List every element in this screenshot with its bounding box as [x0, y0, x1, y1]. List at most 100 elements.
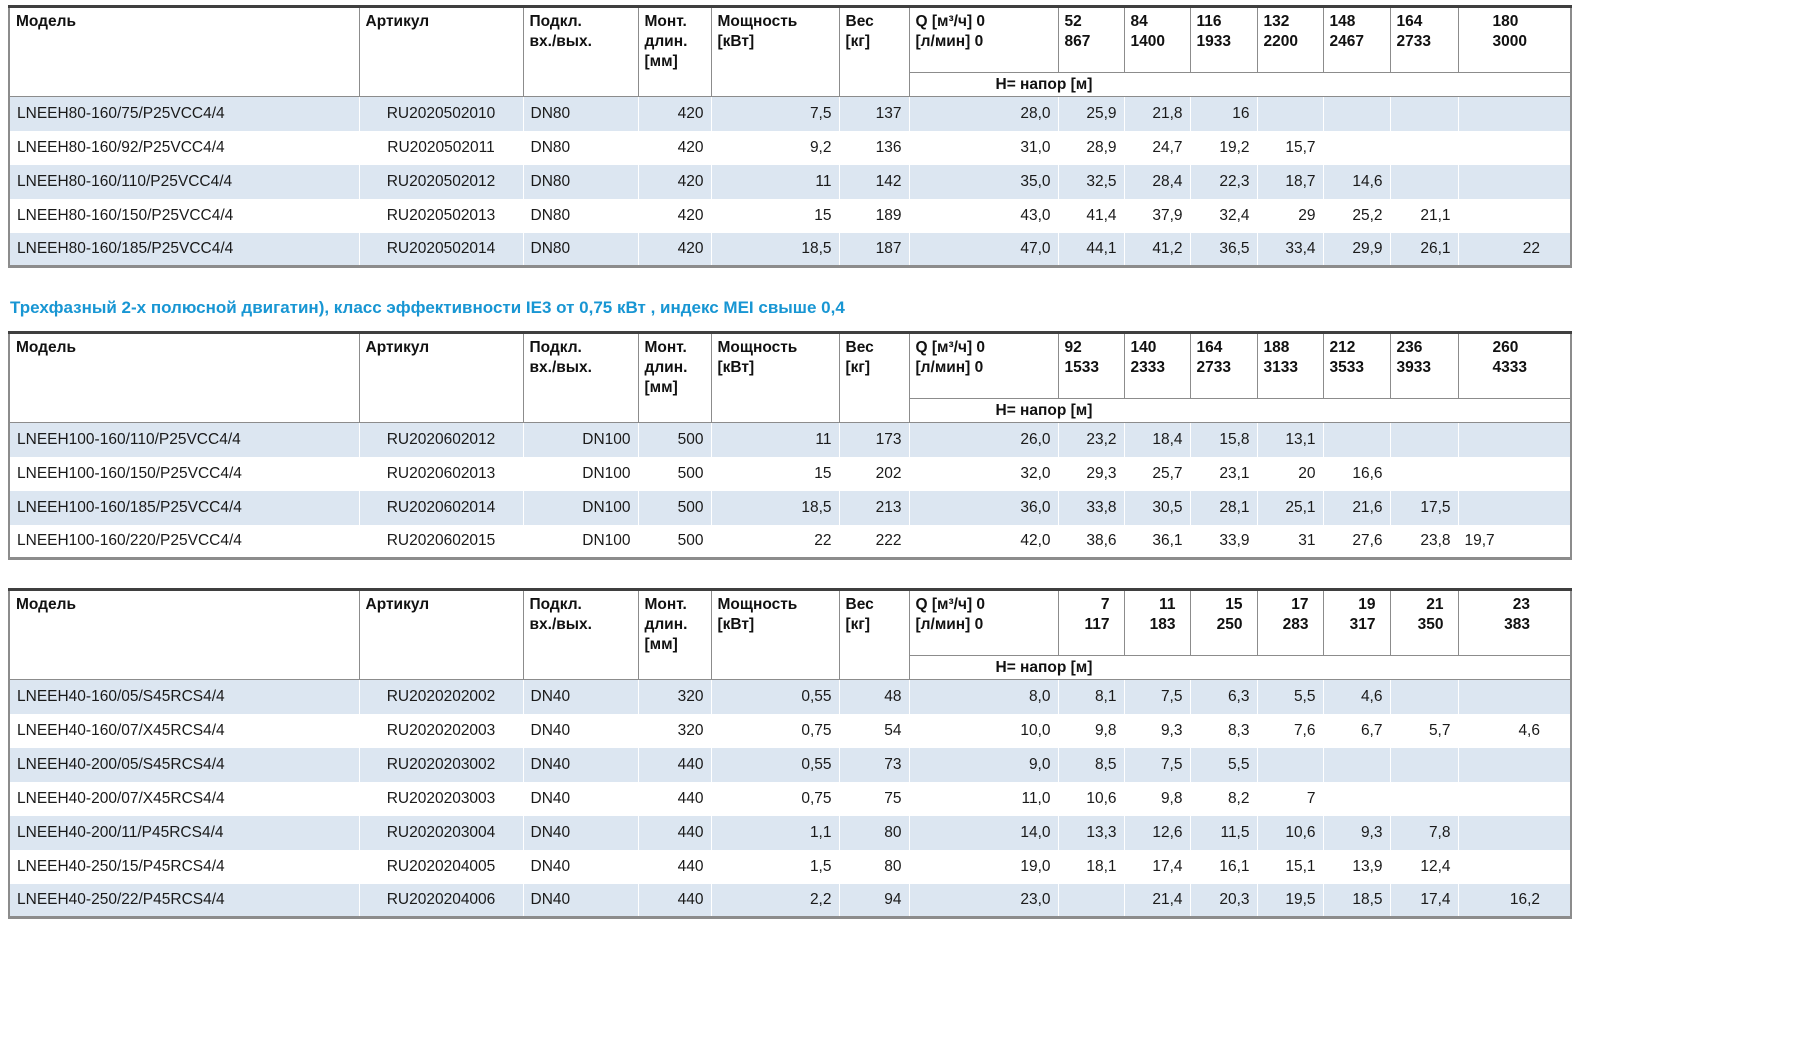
cell-flow-2: 9,3 [1123, 713, 1191, 748]
cell-q0: 28,0 [908, 96, 1059, 131]
cell-model: LNEEH100-160/110/P25VCC4/4 [8, 422, 360, 457]
table-row: LNEEH100-160/220/P25VCC4/4 RU2020602015 DN… [8, 524, 1572, 559]
col-header-flow-7: 180 3000 [1457, 6, 1572, 73]
cell-flow-1: 29,3 [1057, 456, 1125, 491]
cell-flow-2: 17,4 [1123, 849, 1191, 884]
table-row: LNEEH100-160/185/P25VCC4/4 RU2020602014 DN… [8, 490, 1572, 525]
cell-flow-4: 25,1 [1256, 490, 1324, 525]
cell-flow-5: 6,7 [1322, 713, 1391, 748]
cell-power: 2,2 [710, 883, 840, 918]
cell-flow-4: 31 [1256, 524, 1324, 559]
col-header-flow-2: 140 2333 [1123, 332, 1191, 399]
cell-flow-7: 16,2 [1457, 883, 1572, 918]
cell-q0: 26,0 [908, 422, 1059, 457]
cell-power: 9,2 [710, 130, 840, 165]
cell-article: RU2020602014 [358, 490, 524, 525]
cell-article: RU2020602013 [358, 456, 524, 491]
cell-flow-6: 17,4 [1389, 883, 1459, 918]
cell-mount-length: 420 [637, 198, 712, 233]
table-row: LNEEH100-160/150/P25VCC4/4 RU2020602013 DN… [8, 456, 1572, 491]
cell-flow-6: 5,7 [1389, 713, 1459, 748]
col-header-flow-1: 92 1533 [1057, 332, 1125, 399]
cell-flow-2: 24,7 [1123, 130, 1191, 165]
cell-power: 0,75 [710, 781, 840, 816]
col-header-model: Модель [8, 589, 360, 680]
cell-model: LNEEH80-160/75/P25VCC4/4 [8, 96, 360, 131]
cell-model: LNEEH40-200/07/X45RCS4/4 [8, 781, 360, 816]
cell-connection: DN100 [522, 456, 639, 491]
col-header-flow-3: 164 2733 [1189, 332, 1258, 399]
cell-mount-length: 500 [637, 422, 712, 457]
col-header-flow-1: 7 117 [1057, 589, 1125, 656]
cell-model: LNEEH80-160/92/P25VCC4/4 [8, 130, 360, 165]
col-header-flow-6: 236 3933 [1389, 332, 1459, 399]
head-row-label: Н= напор [м] [908, 655, 1572, 680]
cell-flow-1: 38,6 [1057, 524, 1125, 559]
cell-flow-6 [1389, 130, 1459, 165]
cell-mount-length: 500 [637, 524, 712, 559]
cell-article: RU2020203002 [358, 747, 524, 782]
cell-flow-1: 28,9 [1057, 130, 1125, 165]
cell-q0: 47,0 [908, 232, 1059, 267]
cell-flow-3: 8,3 [1189, 713, 1258, 748]
cell-flow-6 [1389, 747, 1459, 782]
cell-q0: 19,0 [908, 849, 1059, 884]
col-header-flow-4: 132 2200 [1256, 6, 1324, 73]
col-header-flow-rate: Q [м³/ч] 0 [л/мин] 0 [908, 332, 1059, 399]
cell-mount-length: 420 [637, 130, 712, 165]
cell-article: RU2020204006 [358, 883, 524, 918]
table-row: LNEEH40-250/15/P45RCS4/4 RU2020204005 DN40… [8, 849, 1572, 884]
table-section-lneeh40: Модель Артикул Подкл. вх./вых. Монт. длин. … [8, 588, 1793, 919]
cell-mount-length: 500 [637, 490, 712, 525]
table-row: LNEEH40-200/05/S45RCS4/4 RU2020203002 DN40… [8, 747, 1572, 782]
cell-power: 0,55 [710, 679, 840, 714]
cell-connection: DN40 [522, 679, 639, 714]
cell-flow-6 [1389, 96, 1459, 131]
col-header-weight: Вес [кг] [838, 589, 910, 680]
col-header-flow-rate: Q [м³/ч] 0 [л/мин] 0 [908, 6, 1059, 73]
cell-flow-5: 14,6 [1322, 164, 1391, 199]
cell-connection: DN80 [522, 130, 639, 165]
cell-flow-3: 11,5 [1189, 815, 1258, 850]
cell-flow-1: 13,3 [1057, 815, 1125, 850]
cell-flow-6 [1389, 456, 1459, 491]
cell-connection: DN80 [522, 164, 639, 199]
table-row: LNEEH80-160/92/P25VCC4/4 RU2020502011 DN80… [8, 130, 1572, 165]
cell-weight: 213 [838, 490, 910, 525]
cell-flow-2: 28,4 [1123, 164, 1191, 199]
cell-connection: DN80 [522, 232, 639, 267]
cell-mount-length: 440 [637, 849, 712, 884]
cell-flow-6 [1389, 679, 1459, 714]
cell-flow-2: 37,9 [1123, 198, 1191, 233]
cell-mount-length: 440 [637, 747, 712, 782]
cell-flow-2: 12,6 [1123, 815, 1191, 850]
cell-flow-4: 18,7 [1256, 164, 1324, 199]
cell-flow-3: 15,8 [1189, 422, 1258, 457]
cell-flow-7 [1457, 96, 1572, 131]
cell-flow-3: 16,1 [1189, 849, 1258, 884]
cell-mount-length: 420 [637, 164, 712, 199]
col-header-flow-6: 164 2733 [1389, 6, 1459, 73]
cell-flow-7 [1457, 164, 1572, 199]
cell-q0: 42,0 [908, 524, 1059, 559]
cell-article: RU2020502014 [358, 232, 524, 267]
cell-mount-length: 420 [637, 232, 712, 267]
cell-flow-4: 7,6 [1256, 713, 1324, 748]
cell-weight: 48 [838, 679, 910, 714]
cell-flow-5: 29,9 [1322, 232, 1391, 267]
head-row-label: Н= напор [м] [908, 72, 1572, 97]
head-row-label: Н= напор [м] [908, 398, 1572, 423]
col-header-power: Мощность [кВт] [710, 6, 840, 97]
cell-model: LNEEH80-160/110/P25VCC4/4 [8, 164, 360, 199]
col-header-flow-2: 11 183 [1123, 589, 1191, 656]
cell-flow-3: 19,2 [1189, 130, 1258, 165]
cell-mount-length: 500 [637, 456, 712, 491]
cell-flow-1: 23,2 [1057, 422, 1125, 457]
cell-power: 0,55 [710, 747, 840, 782]
cell-flow-7 [1457, 198, 1572, 233]
cell-weight: 73 [838, 747, 910, 782]
cell-flow-4: 20 [1256, 456, 1324, 491]
cell-model: LNEEH80-160/150/P25VCC4/4 [8, 198, 360, 233]
cell-q0: 32,0 [908, 456, 1059, 491]
cell-flow-7 [1457, 456, 1572, 491]
